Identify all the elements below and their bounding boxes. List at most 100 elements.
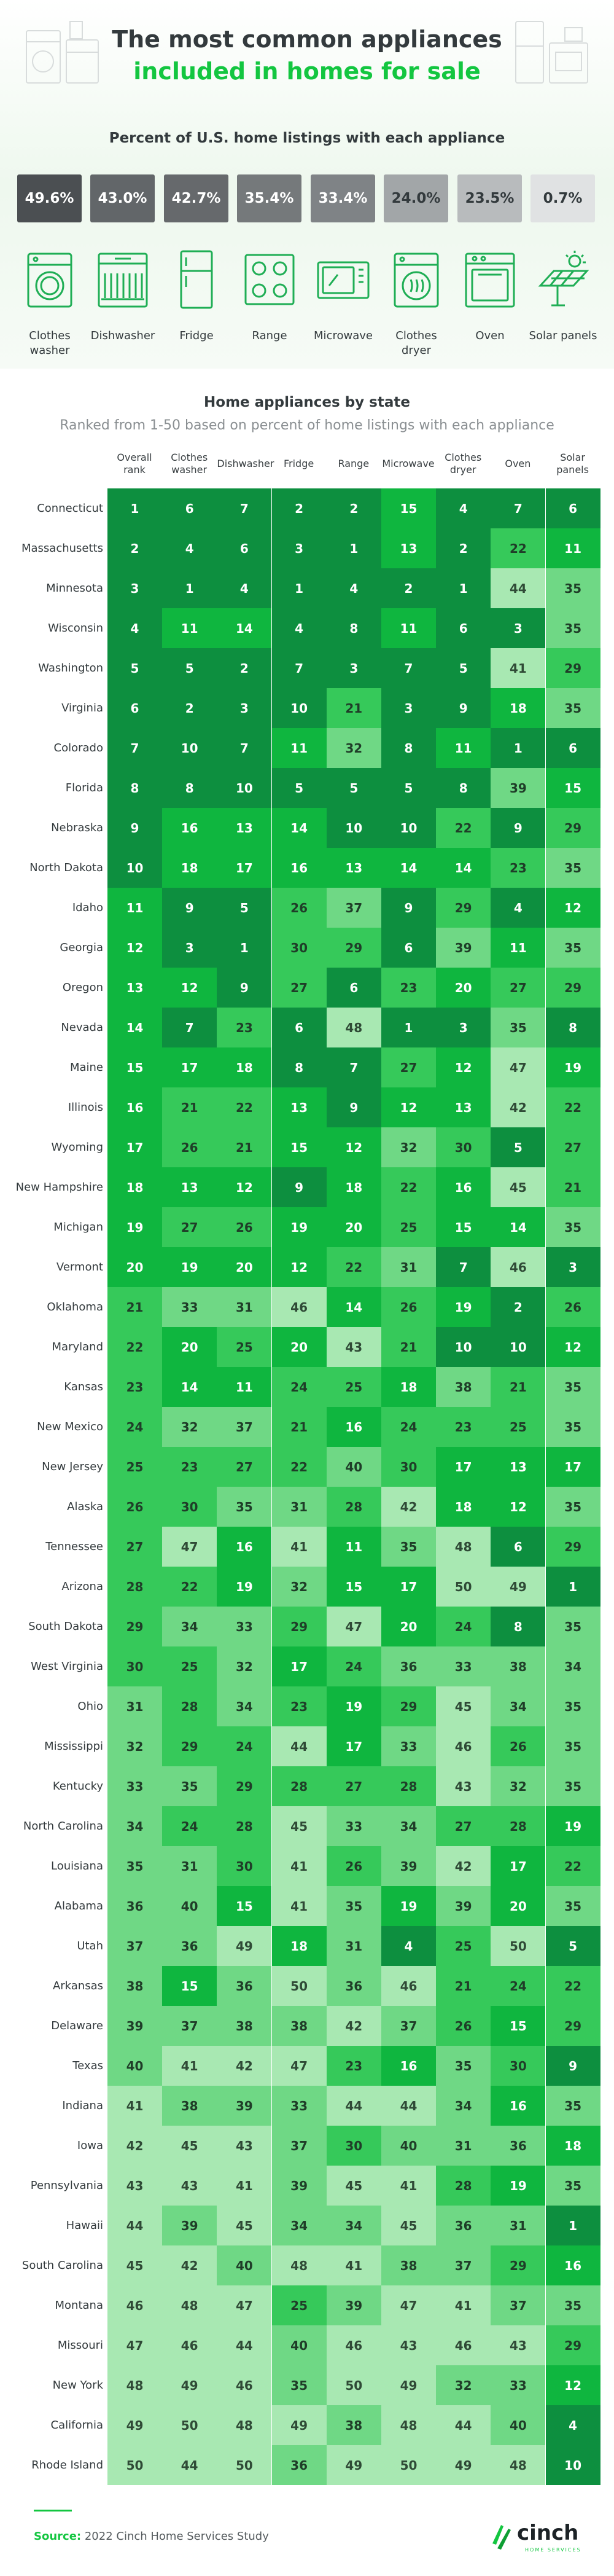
appliance-percent-subtitle: Percent of U.S. home listings with each … — [109, 130, 505, 146]
rank-cell: 35 — [491, 1008, 546, 1047]
rank-cell: 17 — [545, 1447, 600, 1487]
column-header: Range — [338, 458, 370, 469]
rank-cell: 12 — [381, 1087, 436, 1127]
rank-cell: 47 — [326, 1607, 381, 1646]
rank-cell: 2 — [271, 488, 327, 528]
rank-cell: 1 — [491, 728, 546, 768]
rank-cell: 7 — [217, 488, 272, 528]
rank-cell: 9 — [271, 1167, 327, 1207]
rank-cell: 20 — [271, 1327, 327, 1367]
rank-cell: 42 — [326, 2006, 381, 2046]
rank-cell: 30 — [436, 1127, 491, 1167]
rank-cell: 10 — [326, 808, 381, 848]
rank-cell: 14 — [271, 808, 327, 848]
rank-cell: 28 — [381, 1766, 436, 1806]
rank-cell: 11 — [271, 728, 327, 768]
source-text: 2022 Cinch Home Services Study — [84, 2530, 269, 2543]
rank-cell: 7 — [162, 1008, 217, 1047]
rank-cell: 13 — [162, 1167, 217, 1207]
rank-cell: 20 — [107, 1247, 162, 1287]
rank-cell: 12 — [545, 2365, 600, 2405]
rank-cell: 19 — [436, 1287, 491, 1327]
rank-cell: 11 — [545, 528, 600, 568]
rank-cell: 26 — [217, 1207, 272, 1247]
rank-cell: 50 — [162, 2405, 217, 2445]
rank-cell: 42 — [436, 1846, 491, 1886]
rank-cell: 20 — [326, 1207, 381, 1247]
rank-cell: 12 — [545, 1327, 600, 1367]
rank-cell: 26 — [436, 2006, 491, 2046]
rank-cell: 16 — [491, 2086, 546, 2126]
rank-cell: 30 — [271, 928, 327, 968]
rank-cell: 41 — [436, 2285, 491, 2325]
rank-cell: 33 — [381, 1726, 436, 1766]
rank-cell: 27 — [107, 1527, 162, 1567]
rank-cell: 36 — [436, 2206, 491, 2245]
rank-cell: 6 — [436, 608, 491, 648]
state-label: Indiana — [62, 2099, 103, 2112]
column-header: Fridge — [283, 458, 314, 469]
rank-cell: 10 — [436, 1327, 491, 1367]
rank-cell: 1 — [162, 568, 217, 608]
rank-cell: 34 — [271, 2206, 327, 2245]
rank-cell: 26 — [271, 888, 327, 928]
rank-cell: 49 — [491, 1567, 546, 1607]
rank-cell: 35 — [545, 1886, 600, 1926]
rank-cell: 19 — [545, 1047, 600, 1087]
rank-cell: 24 — [217, 1726, 272, 1766]
rank-cell: 27 — [545, 1127, 600, 1167]
appliance-percent-box: 0.7% — [530, 174, 595, 222]
rank-cell: 49 — [326, 2445, 381, 2485]
rank-cell: 9 — [436, 688, 491, 728]
state-label: Kansas — [64, 1380, 103, 1393]
rank-cell: 43 — [162, 2166, 217, 2206]
rank-cell: 15 — [436, 1207, 491, 1247]
rank-cell: 18 — [491, 688, 546, 728]
rank-cell: 29 — [491, 2245, 546, 2285]
rank-cell: 44 — [491, 568, 546, 608]
rank-cell: 2 — [491, 1287, 546, 1327]
rank-cell: 22 — [545, 1846, 600, 1886]
rank-cell: 19 — [107, 1207, 162, 1247]
rank-cell: 10 — [162, 728, 217, 768]
rank-cell: 35 — [545, 1487, 600, 1527]
rank-cell: 2 — [326, 488, 381, 528]
rank-cell: 10 — [491, 1327, 546, 1367]
rank-cell: 25 — [217, 1327, 272, 1367]
rank-cell: 24 — [162, 1806, 217, 1846]
rank-cell: 44 — [162, 2445, 217, 2485]
appliance-percent-box: 23.5% — [457, 174, 522, 222]
rank-cell: 45 — [326, 2166, 381, 2206]
rank-cell: 35 — [436, 2046, 491, 2086]
rank-cell: 45 — [436, 1686, 491, 1726]
rank-cell: 21 — [436, 1966, 491, 2006]
rank-cell: 48 — [436, 1527, 491, 1567]
rank-cell: 18 — [436, 1487, 491, 1527]
rank-cell: 25 — [381, 1207, 436, 1247]
rank-cell: 19 — [491, 2166, 546, 2206]
rank-cell: 46 — [491, 1247, 546, 1287]
rank-cell: 4 — [491, 888, 546, 928]
state-label: Pennsylvania — [30, 2179, 103, 2192]
rank-cell: 35 — [545, 1766, 600, 1806]
rank-cell: 7 — [491, 488, 546, 528]
rank-cell: 46 — [271, 1287, 327, 1327]
rank-cell: 14 — [381, 848, 436, 888]
rank-cell: 31 — [326, 1926, 381, 1966]
rank-cell: 5 — [326, 768, 381, 808]
rank-cell: 34 — [107, 1806, 162, 1846]
rank-cell: 34 — [381, 1806, 436, 1846]
rank-cell: 20 — [217, 1247, 272, 1287]
rank-cell: 21 — [271, 1407, 327, 1447]
rank-cell: 8 — [381, 728, 436, 768]
rank-cell: 25 — [162, 1646, 217, 1686]
rank-cell: 29 — [545, 2006, 600, 2046]
rank-cell: 13 — [107, 968, 162, 1008]
rank-cell: 35 — [545, 1407, 600, 1447]
rank-cell: 2 — [381, 568, 436, 608]
footer-accent-line — [34, 2510, 72, 2511]
rank-cell: 31 — [271, 1487, 327, 1527]
rank-cell: 46 — [381, 1966, 436, 2006]
rank-cell: 28 — [217, 1806, 272, 1846]
rank-cell: 17 — [381, 1567, 436, 1607]
